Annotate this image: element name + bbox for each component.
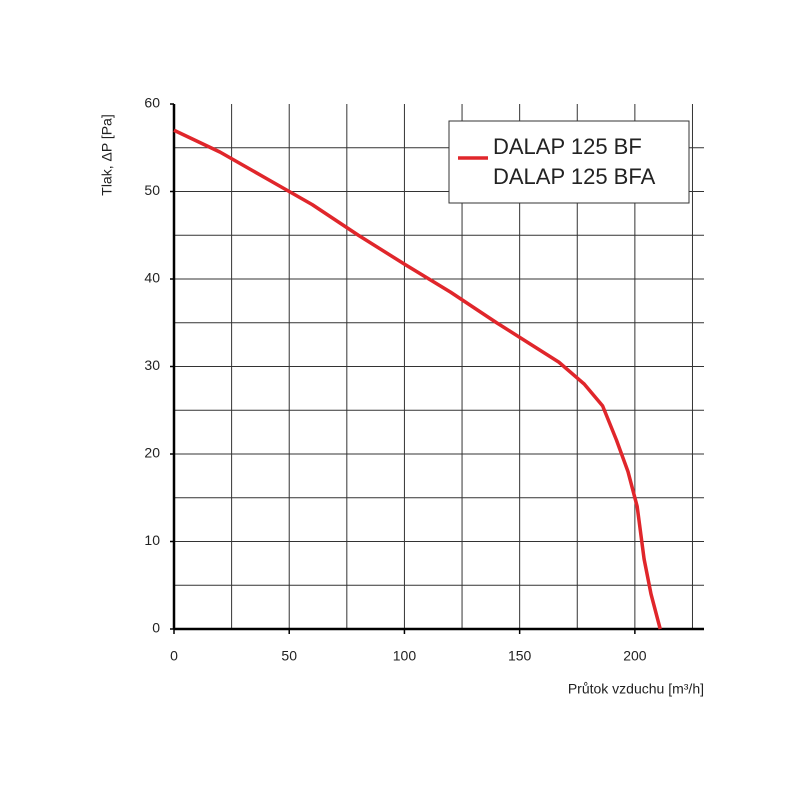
line-series xyxy=(173,128,662,630)
y-tick-label: 40 xyxy=(144,270,160,286)
y-tick-label: 0 xyxy=(152,620,160,636)
y-tick-label: 30 xyxy=(144,357,160,373)
x-tick-label: 0 xyxy=(170,648,178,664)
legend-label: DALAP 125 BF xyxy=(493,134,642,159)
legend-label: DALAP 125 BFA xyxy=(493,164,656,189)
y-tick-label: 10 xyxy=(144,532,160,548)
y-axis-label: Tlak, ΔP [Pa] xyxy=(99,114,115,195)
x-tick-label: 50 xyxy=(281,648,297,664)
legend-box xyxy=(448,120,690,204)
y-tick-label: 50 xyxy=(144,182,160,198)
x-tick-label: 100 xyxy=(393,648,417,664)
y-tick-label: 20 xyxy=(144,445,160,461)
x-tick-label: 200 xyxy=(623,648,647,664)
x-tick-label: 150 xyxy=(508,648,532,664)
y-tick-label: 60 xyxy=(144,95,160,111)
x-axis-label: Průtok vzduchu [m³/h] xyxy=(568,681,704,697)
